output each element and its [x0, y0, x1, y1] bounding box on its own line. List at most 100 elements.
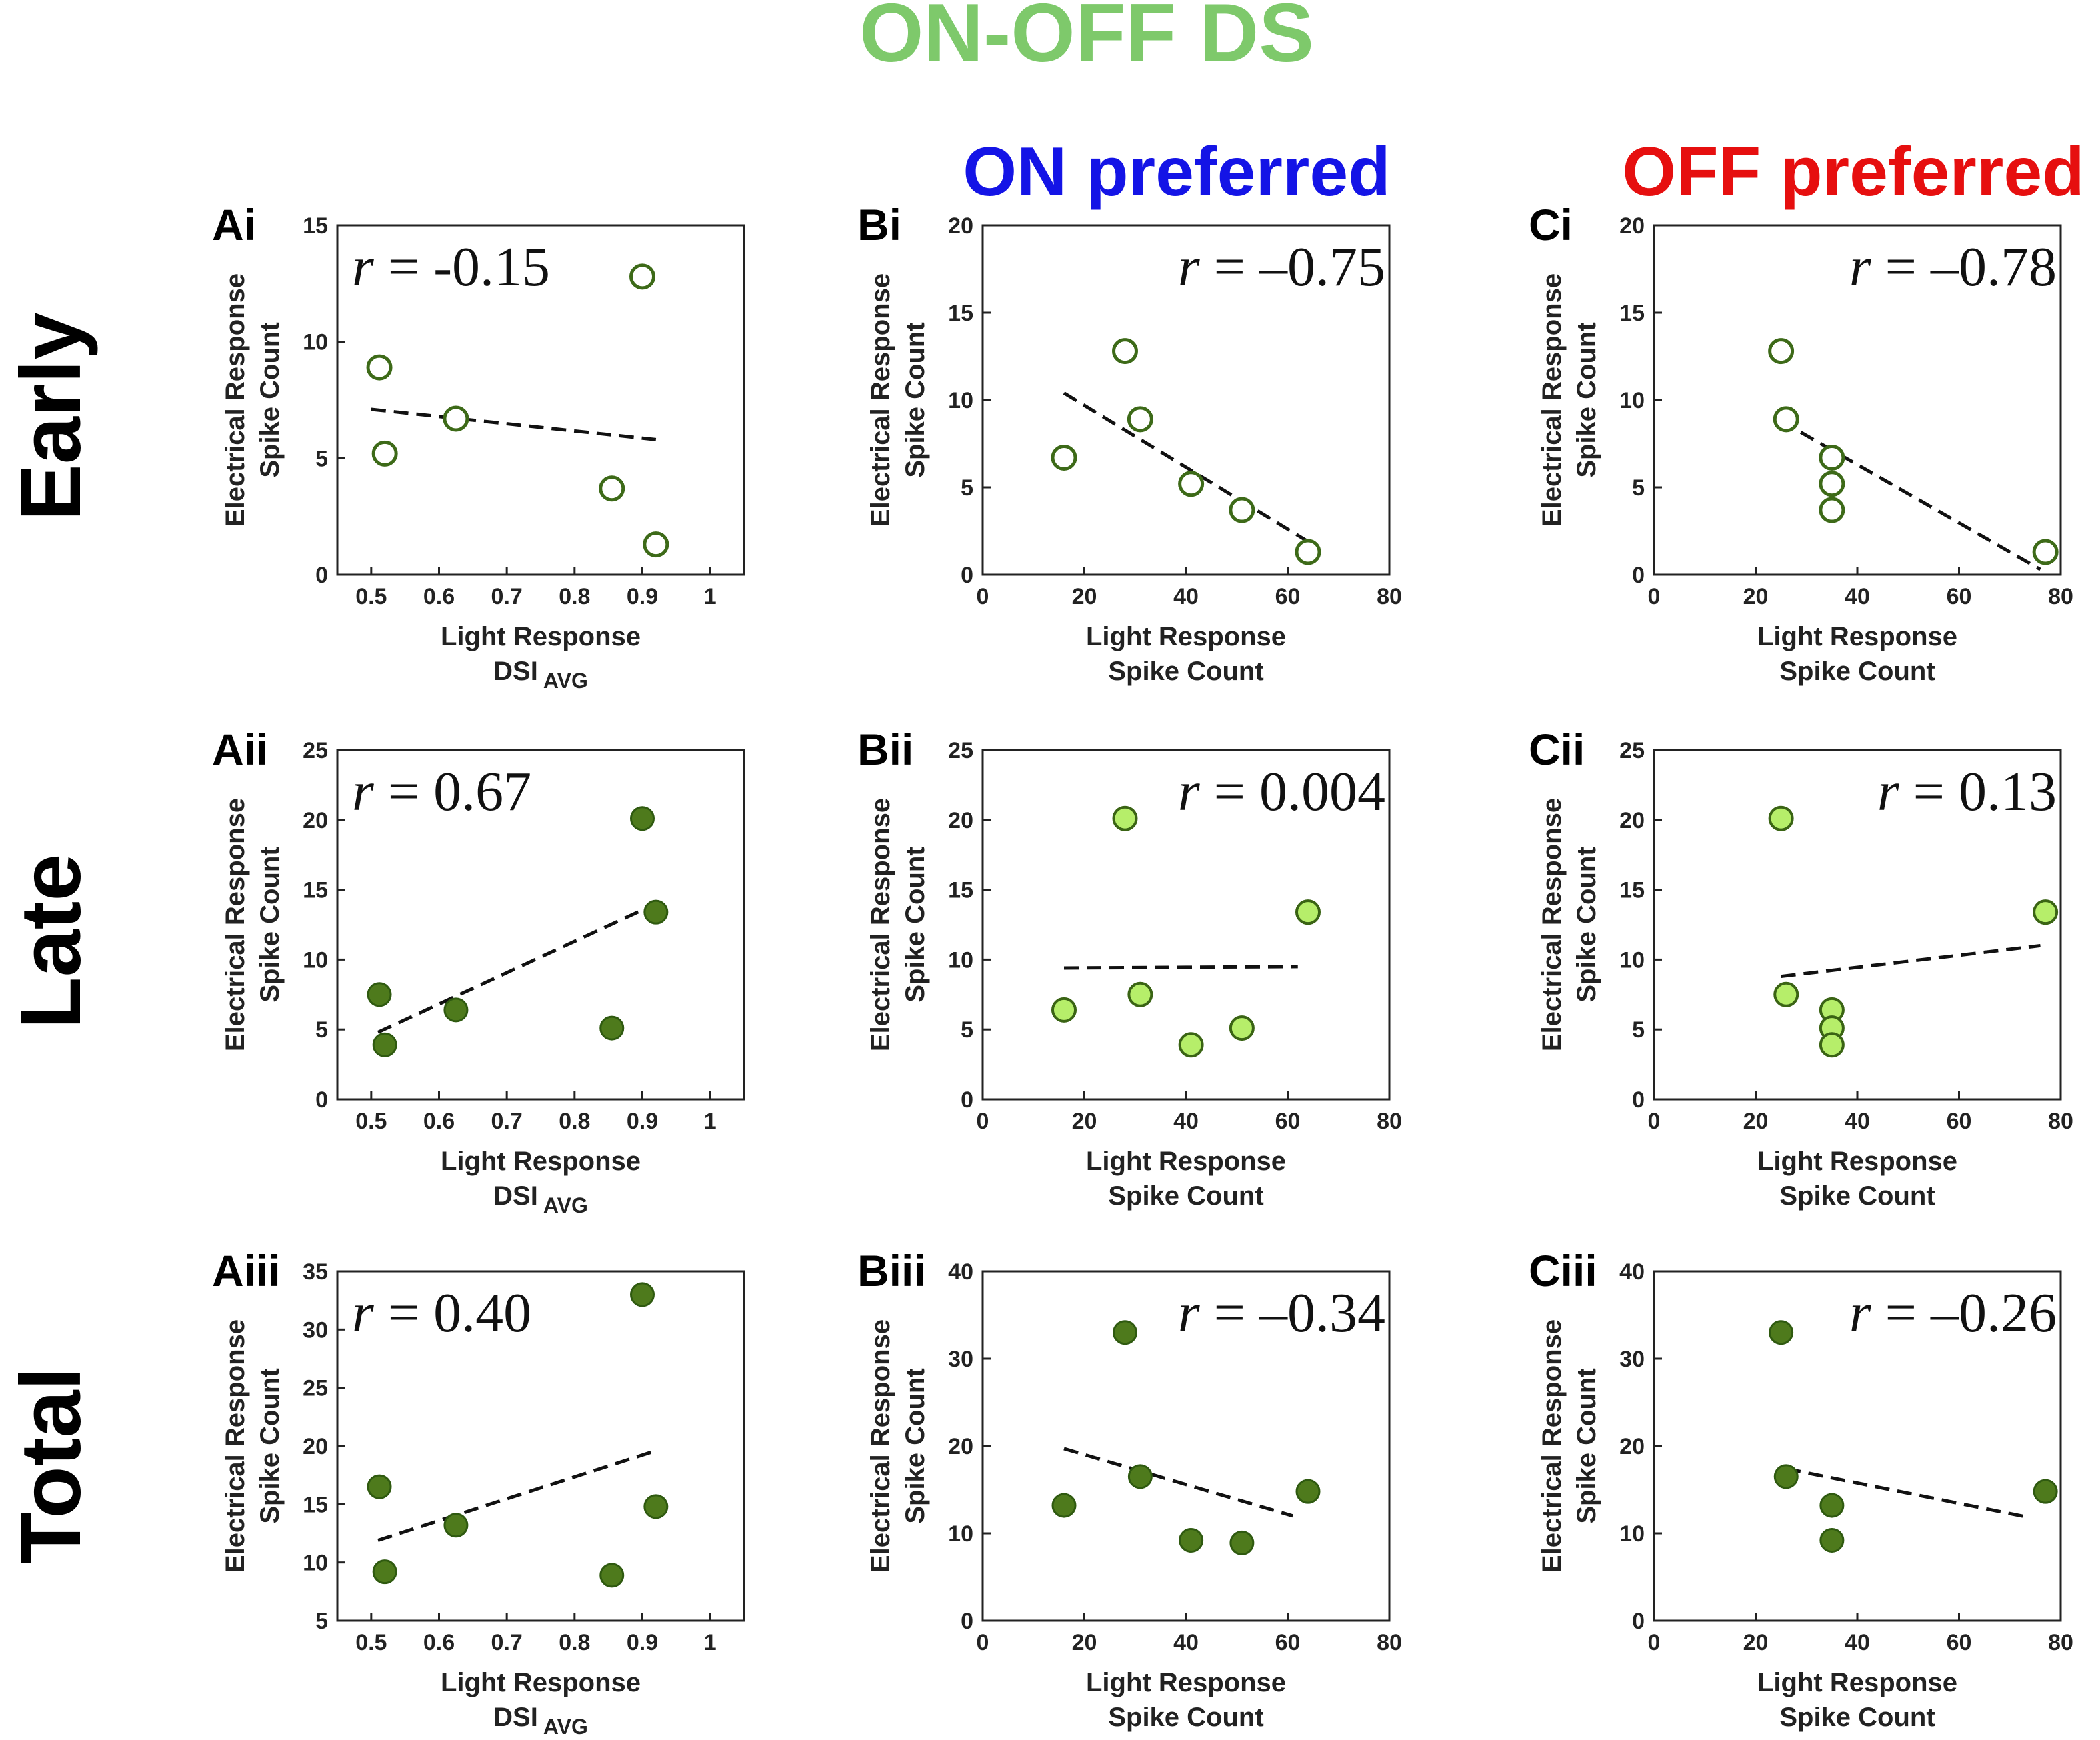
panel-biii-data-point — [1179, 1527, 1204, 1553]
column-title-off-preferred: OFF preferred — [1622, 133, 2084, 211]
panel-ci-data-point — [1773, 406, 1799, 433]
panel-aiii-xlabel-subscript: AVG — [543, 1715, 588, 1739]
panel-ai-data-point — [366, 354, 393, 381]
panel-cii-fit-line — [1781, 943, 2041, 979]
panel-bii-ytick-label: 15 — [948, 878, 973, 903]
panel-bii-data-point — [1178, 1032, 1204, 1058]
panel-ai-axes-frame — [336, 224, 745, 576]
panel-bi-xtick-label: 80 — [1377, 584, 1402, 609]
panel-biii-data-point — [1229, 1530, 1255, 1555]
panel-aii-ytick-label: 20 — [303, 808, 328, 833]
panel-ai-data-point — [443, 405, 469, 432]
panel-aii-ytick-label: 25 — [303, 738, 328, 763]
panel-aii-ytick-label: 0 — [315, 1087, 328, 1113]
panel-ai-xtick-label: 0.9 — [627, 584, 658, 609]
panel-bi-ytick-label: 20 — [948, 213, 973, 239]
panel-aii-ylabel: Electrical Response — [221, 798, 250, 1051]
panel-aiii-xtick-label: 0.9 — [627, 1630, 658, 1655]
panel-aii-data-point — [599, 1015, 625, 1041]
panel-bii-data-point — [1229, 1015, 1255, 1041]
panel-bi-xtick-label: 40 — [1173, 584, 1199, 609]
figure-title: ON-OFF DS — [859, 0, 1314, 79]
panel-bii-xlabel: Light Response — [1086, 1147, 1286, 1176]
panel-bi-data-point — [1178, 471, 1205, 497]
panel-bii-xtick-label: 60 — [1275, 1109, 1301, 1134]
panel-cii-data-point — [1773, 981, 1799, 1007]
row-title-total: Total — [3, 1367, 99, 1564]
panel-ci-ytick-label: 5 — [1632, 475, 1645, 501]
panel-biii-ytick-label: 30 — [948, 1347, 973, 1372]
panel-biii-ylabel-2: Spike Count — [901, 1368, 930, 1523]
panel-aiii-r-value: r = 0.40 — [352, 1282, 531, 1344]
panel-ai-ylabel: Electrical Response — [221, 273, 250, 527]
panel-bi-data-point — [1051, 444, 1077, 471]
panel-ciii-xlabel: Light Response — [1757, 1668, 1957, 1697]
panel-biii-xlabel-2: Spike Count — [1108, 1703, 1263, 1732]
panel-aii-fit-line — [377, 902, 657, 1034]
panel-bi-label: Bi — [857, 200, 901, 249]
panel-bii-ylabel: Electrical Response — [866, 798, 895, 1051]
panel-ai-xlabel: Light Response — [441, 622, 641, 651]
panel-bi-ylabel: Electrical Response — [866, 273, 895, 527]
panel-aiii-xtick-label: 0.7 — [491, 1630, 523, 1655]
panel-aii-xlabel-2: DSI AVG — [493, 1181, 588, 1217]
panel-ai-label: Ai — [212, 200, 256, 249]
panel-biii-xtick-label: 40 — [1173, 1630, 1199, 1655]
panel-ai-xtick-label: 0.8 — [559, 584, 590, 609]
panel-aii-axes-frame — [336, 749, 745, 1101]
panel-bii-xtick-label: 20 — [1072, 1109, 1097, 1134]
panel-cii-ytick-label: 25 — [1619, 738, 1645, 763]
panel-cii-xtick-label: 20 — [1743, 1109, 1769, 1134]
panel-ai-ytick-label: 15 — [303, 213, 328, 239]
panel-biii-ytick-label: 20 — [948, 1434, 973, 1459]
panel-ciii-data-point — [1819, 1493, 1845, 1518]
panel-cii-xtick-label: 80 — [2048, 1109, 2073, 1134]
panel-aii-xtick-label: 0.8 — [559, 1109, 590, 1134]
panel-ci-data-point — [1768, 338, 1795, 365]
panel-bii-ytick-label: 20 — [948, 808, 973, 833]
panel-ciii-ytick-label: 10 — [1619, 1521, 1645, 1547]
panel-aii-ytick-label: 10 — [303, 947, 328, 973]
panel-biii-xtick-label: 60 — [1275, 1630, 1301, 1655]
panel-aiii-ylabel: Electrical Response — [221, 1319, 250, 1573]
panel-ai-fit-line — [371, 407, 657, 441]
panel-cii-ylabel: Electrical Response — [1537, 798, 1567, 1051]
panel-bi-data-point — [1112, 338, 1138, 365]
panel-biii-xlabel: Light Response — [1086, 1668, 1286, 1697]
panel-biii-data-point — [1051, 1493, 1077, 1518]
panel-ciii-xtick-label: 60 — [1947, 1630, 1972, 1655]
panel-biii-fit-line — [1063, 1447, 1293, 1518]
panel-bi-xtick-label: 60 — [1275, 584, 1301, 609]
panel-aiii-fit-line — [377, 1449, 657, 1542]
panel-aiii-data-point — [443, 1513, 469, 1538]
panel-biii-ytick-label: 0 — [961, 1609, 973, 1634]
panel-ci-data-point — [1819, 497, 1845, 523]
panel-bii-ytick-label: 0 — [961, 1087, 973, 1113]
panel-bii: Bii 0 20 40 60 80 0 5 10 15 20 25 Light Response Spik… — [857, 725, 1402, 1211]
panel-aii-ytick-label: 15 — [303, 878, 328, 903]
panel-cii-ytick-label: 20 — [1619, 808, 1645, 833]
panel-aiii-xlabel: Light Response — [441, 1668, 641, 1697]
panel-ai-data-point — [629, 263, 655, 290]
panel-aii-xtick-label: 0.7 — [491, 1109, 523, 1134]
panel-aiii-xlabel-2: DSI AVG — [493, 1703, 588, 1739]
panel-ciii-ytick-label: 40 — [1619, 1259, 1645, 1285]
panel-ciii-ytick-label: 30 — [1619, 1347, 1645, 1372]
panel-aii-xtick-label: 0.6 — [423, 1109, 455, 1134]
panel-bi-r-value: r = –0.75 — [1178, 236, 1385, 298]
panel-aii-data-point — [372, 1032, 397, 1057]
panel-biii-data-point — [1127, 1464, 1153, 1489]
panel-aiii-data-point — [599, 1563, 625, 1588]
panel-ai-xlabel-2: DSI AVG — [493, 657, 588, 693]
panel-ciii-ytick-label: 0 — [1632, 1609, 1645, 1634]
panel-aiii-ytick-label: 15 — [303, 1492, 328, 1517]
panel-ci: Ci 0 20 40 60 80 0 5 10 15 20 Light Response Spike C… — [1529, 200, 2073, 686]
panel-ai-ytick-label: 5 — [315, 446, 328, 471]
panel-ciii-ytick-label: 20 — [1619, 1434, 1645, 1459]
panel-aiii-xtick-label: 0.6 — [423, 1630, 455, 1655]
panel-aii-r-value: r = 0.67 — [352, 761, 531, 823]
panel-ci-data-point — [1819, 471, 1845, 497]
panel-aii-data-point — [643, 899, 669, 925]
panel-ciii-data-point — [1773, 1464, 1799, 1489]
